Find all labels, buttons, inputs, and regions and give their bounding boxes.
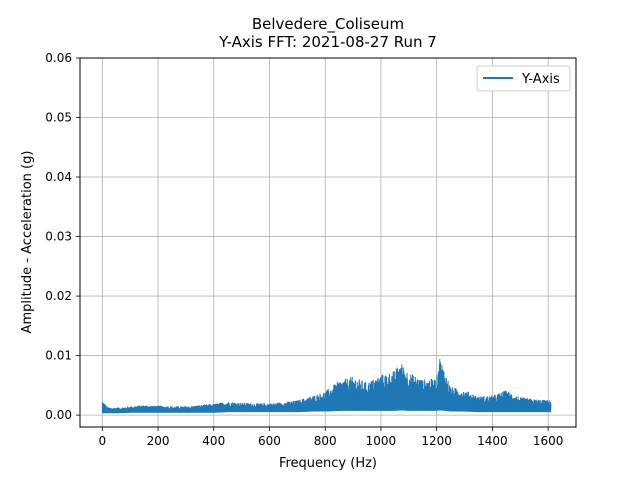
y-tick-label: 0.04 — [45, 170, 72, 184]
x-axis-label: Frequency (Hz) — [279, 456, 377, 471]
axes-frame — [79, 57, 577, 428]
y-tick-label: 0.03 — [45, 230, 72, 244]
legend-label: Y-Axis — [521, 72, 560, 87]
x-tick-label: 600 — [258, 434, 281, 448]
y-tick-label: 0.05 — [45, 111, 72, 125]
legend-box — [476, 65, 571, 92]
y-tick-label: 0.02 — [45, 289, 72, 303]
axis-ticks: 0 200 400 600 800 1000 1200 1400 1600 0.00 0.01 0.0… — [45, 51, 563, 448]
chart-title: Belvedere_Coliseum — [251, 15, 405, 33]
y-tick-label: 0.01 — [45, 349, 72, 363]
y-tick-label: 0.06 — [45, 51, 72, 65]
x-tick-label: 1600 — [533, 434, 564, 448]
chart-subtitle: Y-Axis FFT: 2021-08-27 Run 7 — [219, 33, 437, 51]
x-tick-label: 1200 — [421, 434, 452, 448]
x-tick-label: 1400 — [477, 434, 508, 448]
x-tick-label: 200 — [147, 434, 170, 448]
x-tick-label: 800 — [314, 434, 337, 448]
x-tick-label: 0 — [98, 434, 106, 448]
y-tick-label: 0.00 — [45, 408, 72, 422]
data-layer — [101, 359, 552, 414]
x-tick-label: 1000 — [366, 434, 397, 448]
series-band-y-axis — [102, 388, 551, 414]
grid-lines — [80, 57, 576, 427]
y-axis-label: Amplitude - Acceleration (g) — [20, 151, 35, 334]
legend: Y-Axis — [476, 65, 571, 92]
x-tick-label: 400 — [202, 434, 225, 448]
